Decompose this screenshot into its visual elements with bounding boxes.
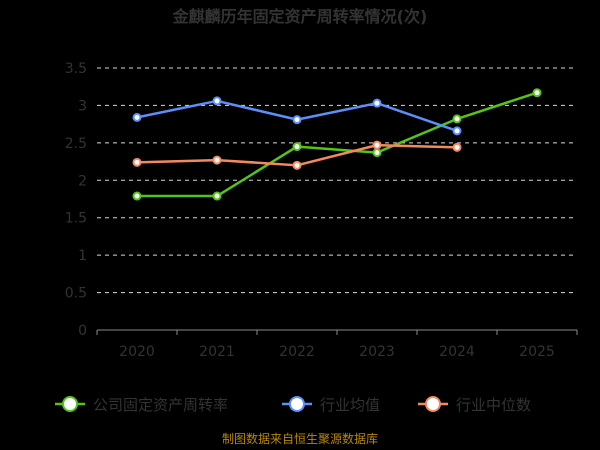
y-tick-label: 3.5 [65,61,87,77]
legend-label: 行业中位数 [456,396,531,414]
legend-label: 行业均值 [320,396,380,414]
data-point[interactable] [132,112,142,122]
y-tick-label: 3 [78,98,87,114]
data-point[interactable] [452,142,462,152]
legend-item[interactable]: 行业均值 [282,396,380,414]
data-point[interactable] [452,126,462,136]
data-point[interactable] [132,191,142,201]
x-tick-label: 2024 [439,344,475,360]
y-tick-label: 1 [78,248,87,264]
x-tick-label: 2022 [279,344,315,360]
data-point[interactable] [292,142,302,152]
x-tick-label: 2021 [199,344,235,360]
legend-marker [62,396,78,412]
data-point[interactable] [292,160,302,170]
data-point[interactable] [292,115,302,125]
y-tick-label: 2.5 [65,136,87,152]
y-tick-label: 0.5 [65,286,87,302]
data-point[interactable] [212,96,222,106]
data-point[interactable] [372,140,382,150]
y-tick-label: 0 [78,323,87,339]
data-point[interactable] [372,148,382,158]
data-point[interactable] [132,157,142,167]
series-3 [132,140,462,170]
data-point[interactable] [212,155,222,165]
series-line [137,91,538,198]
series-1 [132,88,542,201]
data-point[interactable] [372,98,382,108]
x-tick-label: 2025 [519,344,555,360]
data-point[interactable] [452,114,462,124]
data-point[interactable] [532,88,542,98]
legend-marker [425,396,441,412]
data-point[interactable] [212,191,222,201]
series-2 [132,96,462,136]
y-tick-label: 2 [78,173,87,189]
x-tick-label: 2023 [359,344,395,360]
legend-item[interactable]: 行业中位数 [418,396,531,414]
x-tick-label: 2020 [119,344,155,360]
chart-title: 金麒麟历年固定资产周转率情况(次) [172,7,428,26]
legend-item[interactable]: 公司固定资产周转率 [55,396,228,414]
chart-source-note: 制图数据来自恒生聚源数据库 [222,431,378,446]
legend-marker [289,396,305,412]
y-tick-label: 1.5 [65,211,87,227]
legend-label: 公司固定资产周转率 [93,396,228,414]
